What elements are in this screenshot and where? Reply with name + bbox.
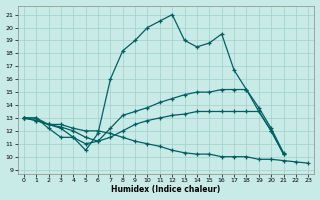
X-axis label: Humidex (Indice chaleur): Humidex (Indice chaleur) <box>111 185 221 194</box>
